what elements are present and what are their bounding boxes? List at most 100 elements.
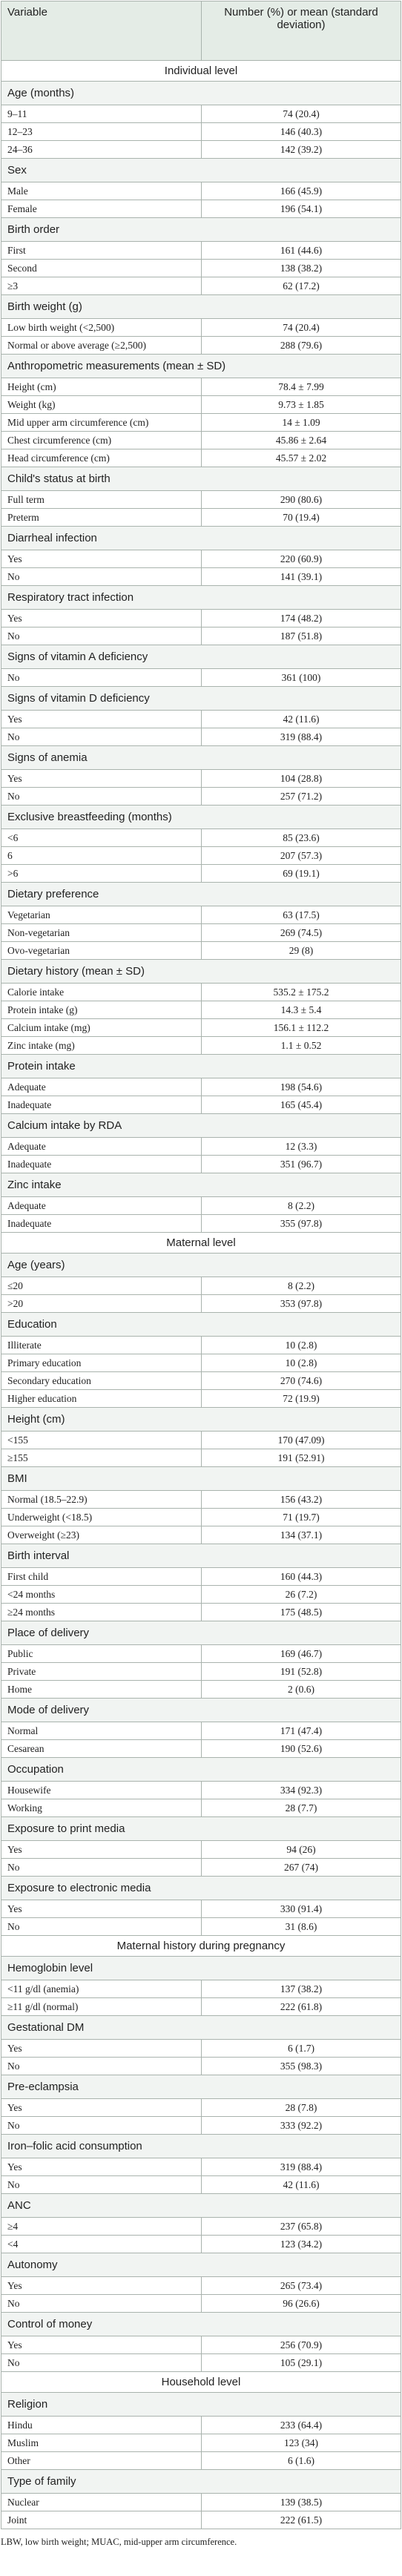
data-row: No 333 (92.2) <box>1 2116 401 2135</box>
row-label: No <box>1 2294 202 2313</box>
group-title: Iron–folic acid consumption <box>1 2134 401 2158</box>
data-row: 12–23 146 (40.3) <box>1 122 401 141</box>
row-value: 31 (8.6) <box>201 1917 401 1936</box>
data-row: Other 6 (1.6) <box>1 2451 401 2470</box>
section-row: Individual level <box>1 60 401 82</box>
row-value: 267 (74) <box>201 1858 401 1877</box>
group-row: Type of family <box>1 2469 401 2494</box>
row-label: <155 <box>1 1431 202 1449</box>
row-label: ≥24 months <box>1 1603 202 1621</box>
data-row: Housewife 334 (92.3) <box>1 1781 401 1799</box>
group-title: Dietary history (mean ± SD) <box>1 959 401 984</box>
data-row: Inadequate 165 (45.4) <box>1 1096 401 1114</box>
row-value: 156 (43.2) <box>201 1490 401 1509</box>
row-label: Calcium intake (mg) <box>1 1018 202 1037</box>
row-label: Normal or above average (≥2,500) <box>1 336 202 355</box>
row-value: 45.57 ± 2.02 <box>201 449 401 467</box>
row-label: No <box>1 2175 202 2194</box>
group-title: Birth weight (g) <box>1 294 401 319</box>
row-value: 355 (97.8) <box>201 1214 401 1233</box>
data-row: Inadequate 351 (96.7) <box>1 1155 401 1173</box>
row-value: 270 (74.6) <box>201 1371 401 1390</box>
data-row: Underweight (<18.5) 71 (19.7) <box>1 1508 401 1526</box>
data-row: Weight (kg) 9.73 ± 1.85 <box>1 395 401 414</box>
data-row: Yes 265 (73.4) <box>1 2276 401 2295</box>
group-title: Birth order <box>1 217 401 242</box>
group-row: Signs of anemia <box>1 745 401 770</box>
data-row: Illiterate 10 (2.8) <box>1 1336 401 1354</box>
row-value: 288 (79.6) <box>201 336 401 355</box>
group-title: Autonomy <box>1 2253 401 2277</box>
data-row: Normal or above average (≥2,500) 288 (79.… <box>1 336 401 355</box>
group-title: Signs of vitamin A deficiency <box>1 645 401 669</box>
group-row: Exposure to print media <box>1 1816 401 1841</box>
data-row: First child 160 (44.3) <box>1 1567 401 1586</box>
row-value: 134 (37.1) <box>201 1526 401 1544</box>
row-value: 290 (80.6) <box>201 490 401 509</box>
data-row: ≤20 8 (2.2) <box>1 1277 401 1295</box>
data-row: Vegetarian 63 (17.5) <box>1 906 401 924</box>
row-value: 71 (19.7) <box>201 1508 401 1526</box>
row-label: Protein intake (g) <box>1 1001 202 1019</box>
row-label: Yes <box>1 2276 202 2295</box>
row-label: No <box>1 787 202 806</box>
row-value: 42 (11.6) <box>201 2175 401 2194</box>
row-value: 62 (17.2) <box>201 277 401 295</box>
data-row: ≥3 62 (17.2) <box>1 277 401 295</box>
row-label: <11 g/dl (anemia) <box>1 1980 202 1998</box>
data-row: Adequate 198 (54.6) <box>1 1078 401 1096</box>
header-cell: Number (%) or mean (standard deviation) <box>201 1 401 61</box>
row-label: Overweight (≥23) <box>1 1526 202 1544</box>
row-value: 6 (1.7) <box>201 2039 401 2058</box>
row-value: 6 (1.6) <box>201 2451 401 2470</box>
row-value: 237 (65.8) <box>201 2217 401 2236</box>
group-title: Signs of vitamin D deficiency <box>1 686 401 711</box>
data-row: ≥24 months 175 (48.5) <box>1 1603 401 1621</box>
row-value: 187 (51.8) <box>201 627 401 645</box>
data-row: Yes 42 (11.6) <box>1 710 401 728</box>
row-value: 535.2 ± 175.2 <box>201 983 401 1001</box>
row-value: 28 (7.7) <box>201 1799 401 1817</box>
row-label: Yes <box>1 769 202 788</box>
data-row: Yes 220 (60.9) <box>1 550 401 568</box>
row-label: Yes <box>1 2039 202 2058</box>
group-row: Pre-eclampsia <box>1 2075 401 2099</box>
row-label: Other <box>1 2451 202 2470</box>
data-row: Yes 6 (1.7) <box>1 2039 401 2058</box>
group-row: Anthropometric measurements (mean ± SD) <box>1 354 401 378</box>
data-row: Muslim 123 (34) <box>1 2434 401 2452</box>
row-label: 12–23 <box>1 122 202 141</box>
group-row: Religion <box>1 2392 401 2417</box>
data-row: Yes 174 (48.2) <box>1 609 401 627</box>
row-label: ≥3 <box>1 277 202 295</box>
row-label: <6 <box>1 829 202 847</box>
group-row: Signs of vitamin D deficiency <box>1 686 401 711</box>
row-label: >6 <box>1 864 202 883</box>
group-row: Calcium intake by RDA <box>1 1113 401 1138</box>
group-row: Age (years) <box>1 1253 401 1277</box>
row-label: Head circumference (cm) <box>1 449 202 467</box>
row-label: Normal (18.5–22.9) <box>1 1490 202 1509</box>
row-label: Private <box>1 1662 202 1681</box>
group-title: Height (cm) <box>1 1407 401 1432</box>
group-row: Gestational DM <box>1 2015 401 2040</box>
row-value: 8 (2.2) <box>201 1277 401 1295</box>
data-row: Overweight (≥23) 134 (37.1) <box>1 1526 401 1544</box>
row-value: 361 (100) <box>201 668 401 687</box>
group-row: Hemoglobin level <box>1 1956 401 1980</box>
group-title: Education <box>1 1312 401 1337</box>
group-title: Sex <box>1 158 401 182</box>
data-row: Normal 171 (47.4) <box>1 1722 401 1740</box>
row-value: 14 ± 1.09 <box>201 413 401 432</box>
row-value: 191 (52.8) <box>201 1662 401 1681</box>
row-label: Muslim <box>1 2434 202 2452</box>
row-value: 269 (74.5) <box>201 923 401 942</box>
row-label: Yes <box>1 550 202 568</box>
group-title: Place of delivery <box>1 1621 401 1645</box>
row-label: 9–11 <box>1 105 202 123</box>
data-row: >20 353 (97.8) <box>1 1294 401 1313</box>
row-label: First <box>1 241 202 260</box>
row-label: Normal <box>1 1722 202 1740</box>
row-value: 28 (7.8) <box>201 2098 401 2117</box>
row-label: ≤20 <box>1 1277 202 1295</box>
